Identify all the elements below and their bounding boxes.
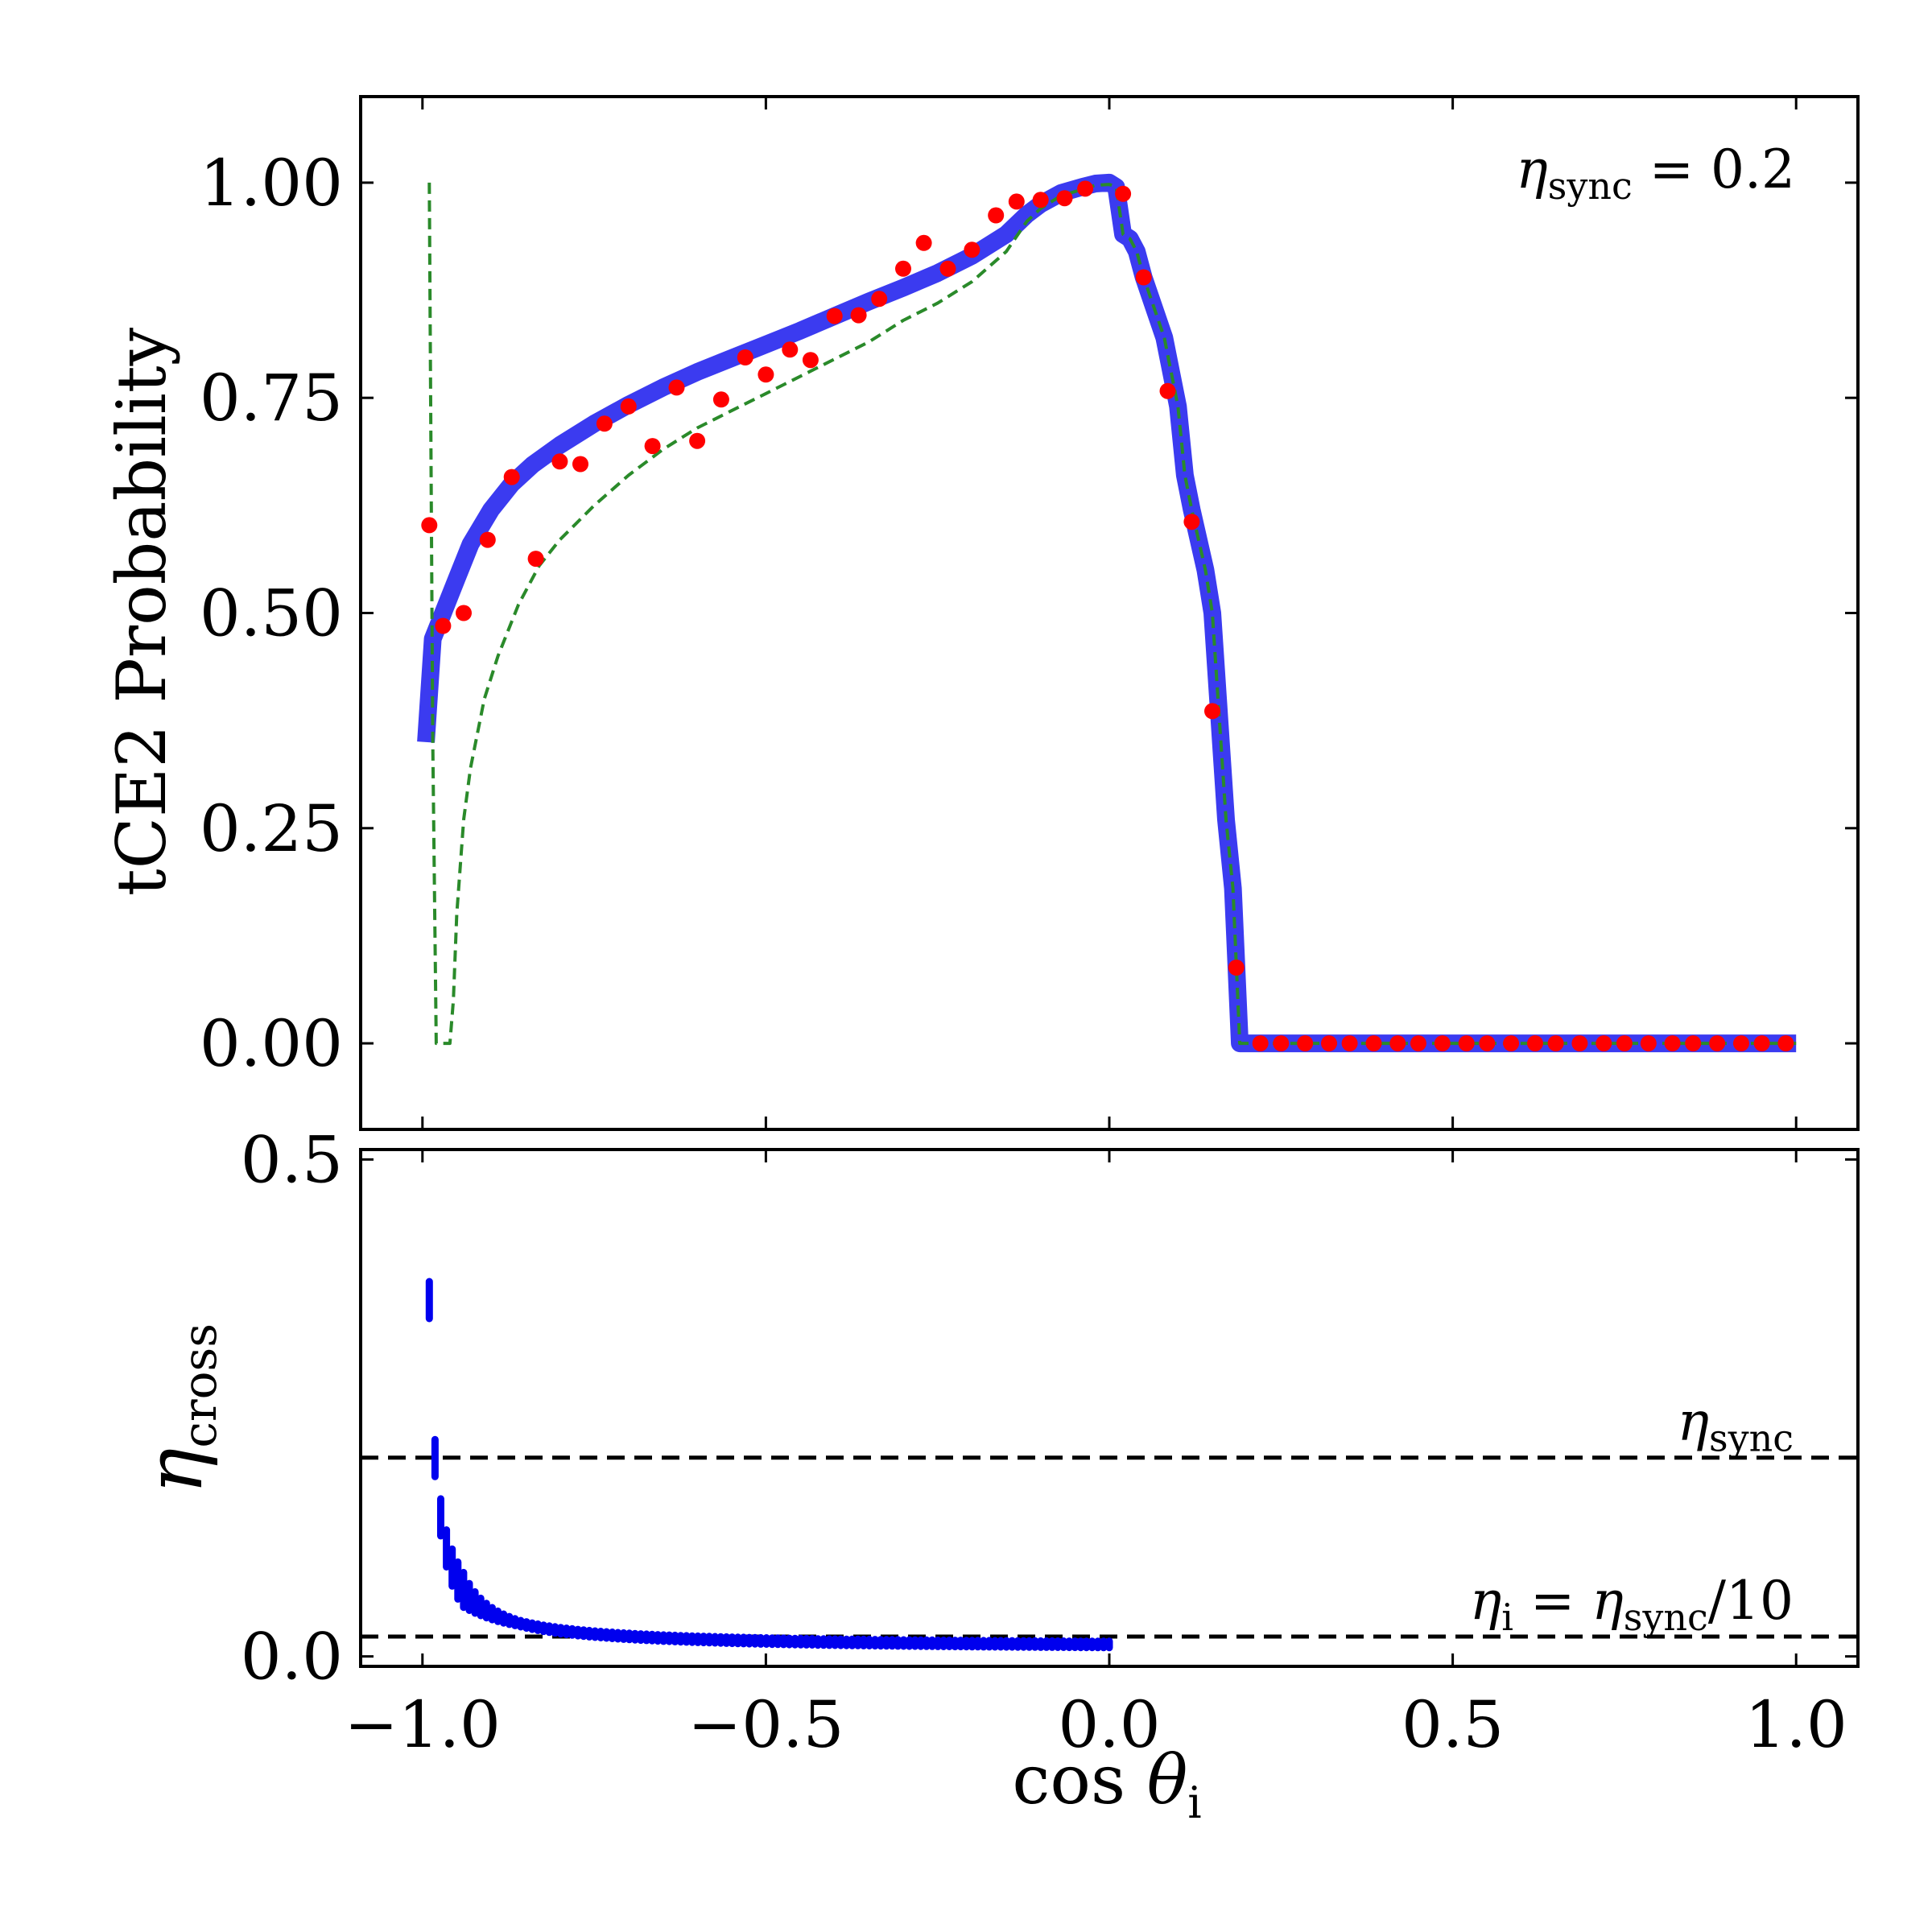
- point-simulations: [572, 456, 588, 473]
- point-simulations: [1135, 269, 1152, 286]
- point-simulations: [1503, 1035, 1520, 1052]
- top-axes-frame: [359, 95, 1860, 1131]
- bottom-axes-frame: [359, 1148, 1860, 1668]
- series-model: [417, 173, 1797, 1053]
- point-simulations: [782, 341, 799, 358]
- bottom-y-tick-label: 0.5: [241, 1122, 343, 1197]
- point-simulations: [1458, 1035, 1475, 1052]
- point-simulations: [1159, 382, 1176, 399]
- point-simulations: [1228, 960, 1245, 976]
- point-simulations: [1547, 1035, 1564, 1052]
- top-y-tick-label: 1.00: [200, 146, 343, 221]
- eta-sync-line-label: ηsync: [1677, 1391, 1794, 1460]
- top-y-tick-label: 0.75: [200, 361, 343, 436]
- bottom-ticks: −1.0 −0.5 0.0 0.5 1.0 0.0 0.5: [241, 1122, 1858, 1762]
- point-simulations: [551, 453, 568, 470]
- point-simulations: [1297, 1035, 1314, 1052]
- top-panel: 0.00 0.25 0.50 0.75 1.00 tCE2 Probability ηs…: [102, 95, 1860, 1131]
- bottom-x-tick-label: −0.5: [687, 1687, 844, 1762]
- top-y-tick-label: 0.25: [200, 791, 343, 866]
- point-simulations: [668, 379, 685, 396]
- point-simulations: [1410, 1035, 1426, 1052]
- bottom-x-tick-label: −1.0: [345, 1687, 501, 1762]
- point-simulations: [1709, 1035, 1726, 1052]
- point-simulations: [1527, 1035, 1543, 1052]
- point-simulations: [988, 207, 1005, 224]
- top-y-tick-label: 0.50: [200, 576, 343, 651]
- bottom-y-axis-label: ηcross: [130, 1323, 227, 1494]
- point-simulations: [1204, 703, 1220, 720]
- bottom-x-tick-label: 0.5: [1402, 1687, 1504, 1762]
- point-simulations: [527, 551, 544, 568]
- point-simulations: [1008, 193, 1025, 210]
- point-simulations: [1389, 1035, 1406, 1052]
- point-simulations: [1596, 1035, 1612, 1052]
- bottom-y-tick-label: 0.0: [241, 1620, 343, 1695]
- point-simulations: [895, 260, 911, 277]
- point-simulations: [1321, 1035, 1337, 1052]
- bottom-x-axis-label: cos θi: [1012, 1740, 1201, 1828]
- point-simulations: [1341, 1035, 1358, 1052]
- point-simulations: [479, 531, 496, 548]
- point-simulations: [1273, 1035, 1290, 1052]
- bottom-hline-labels: ηsync ηi = ηsync/10: [1470, 1391, 1794, 1639]
- point-simulations: [1252, 1035, 1269, 1052]
- point-simulations: [712, 391, 729, 408]
- point-simulations: [1664, 1035, 1681, 1052]
- point-simulations: [1183, 514, 1200, 530]
- top-ticks: 0.00 0.25 0.50 0.75 1.00: [200, 97, 1858, 1129]
- point-simulations: [758, 366, 774, 383]
- bottom-x-tick-label: 1.0: [1745, 1687, 1847, 1762]
- point-simulations: [737, 349, 753, 365]
- top-y-tick-label: 0.00: [200, 1006, 343, 1081]
- point-simulations: [1434, 1035, 1451, 1052]
- point-simulations: [850, 307, 867, 324]
- point-simulations: [435, 617, 452, 634]
- point-simulations: [826, 308, 843, 324]
- point-simulations: [1616, 1035, 1633, 1052]
- point-simulations: [456, 605, 472, 621]
- point-simulations: [802, 352, 819, 369]
- point-simulations: [596, 415, 613, 432]
- point-simulations: [1077, 180, 1094, 197]
- point-simulations: [871, 291, 888, 308]
- point-simulations: [964, 242, 980, 258]
- point-simulations: [1640, 1035, 1657, 1052]
- point-simulations: [1365, 1035, 1382, 1052]
- point-simulations: [620, 398, 637, 415]
- top-y-axis-label: tCE2 Probability: [102, 327, 181, 896]
- eta-sync-value-annotation: ηsync = 0.2: [1516, 138, 1795, 208]
- point-simulations: [1685, 1035, 1702, 1052]
- bottom-panel: −1.0 −0.5 0.0 0.5 1.0 0.0 0.5 ηsync ηi = ηsync/…: [130, 1122, 1860, 1828]
- point-simulations: [915, 234, 932, 251]
- eta-i-line-label: ηi = ηsync/10: [1470, 1570, 1794, 1639]
- point-simulations: [1777, 1035, 1794, 1052]
- series-approximation: [427, 182, 1797, 1046]
- point-simulations: [1032, 192, 1049, 208]
- point-simulations: [1571, 1035, 1588, 1052]
- point-simulations: [503, 469, 520, 485]
- top-series-layer: [417, 173, 1797, 1053]
- bottom-series-layer: [361, 1278, 1858, 1652]
- bottom-x-tick-label: 0.0: [1058, 1687, 1160, 1762]
- point-simulations: [644, 438, 661, 455]
- point-simulations: [1733, 1035, 1749, 1052]
- point-simulations: [1479, 1035, 1496, 1052]
- point-simulations: [689, 432, 706, 449]
- point-simulations: [421, 517, 438, 534]
- point-simulations: [1056, 190, 1073, 207]
- point-simulations: [939, 260, 956, 277]
- point-simulations: [1753, 1035, 1770, 1052]
- point-simulations: [1115, 185, 1132, 202]
